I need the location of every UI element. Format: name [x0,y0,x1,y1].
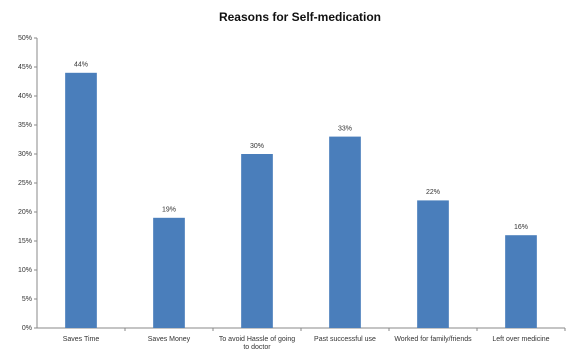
data-label: 44% [74,62,88,69]
y-tick-label: 10% [18,267,32,274]
y-tick-label: 5% [22,296,32,303]
y-tick-label: 30% [18,151,32,158]
y-tick-label: 20% [18,209,32,216]
y-tick-label: 45% [18,64,32,71]
y-tick-label: 0% [22,325,32,332]
bar [505,235,537,328]
x-tick-label: To avoid Hassle of going to doctor [218,336,296,351]
bar [417,200,449,328]
y-tick-label: 40% [18,93,32,100]
data-label: 22% [426,189,440,196]
data-label: 30% [250,143,264,150]
bar [329,136,361,328]
x-tick-label: Past successful use [314,336,376,343]
data-label: 19% [162,207,176,214]
chart-title: Reasons for Self-medication [219,10,381,24]
bar [153,217,185,328]
data-label: 33% [338,125,352,132]
y-tick-label: 35% [18,122,32,129]
bar [65,72,97,328]
y-tick-label: 15% [18,238,32,245]
x-tick-label: Saves Money [147,336,191,343]
y-tick-label: 25% [18,180,32,187]
x-tick-label: Saves Time [62,336,100,343]
x-tick-label: Left over medicine [492,336,550,343]
y-tick-label: 50% [18,35,32,42]
x-tick-label: Worked for family/friends [394,336,472,343]
data-label: 16% [514,224,528,231]
bar [241,154,273,328]
